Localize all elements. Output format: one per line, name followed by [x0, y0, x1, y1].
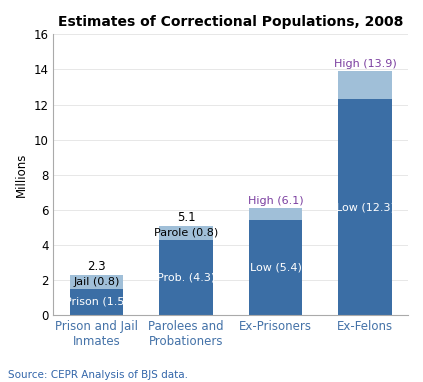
Bar: [338, 71, 392, 99]
Bar: [338, 99, 392, 315]
Text: Low (12.3): Low (12.3): [335, 202, 395, 212]
Bar: [249, 208, 302, 220]
Bar: [249, 220, 302, 315]
Text: Parole (0.8): Parole (0.8): [154, 228, 218, 238]
Bar: [159, 240, 213, 315]
Text: 2.3: 2.3: [87, 260, 106, 273]
Text: Source: CEPR Analysis of BJS data.: Source: CEPR Analysis of BJS data.: [8, 370, 189, 380]
Text: High (13.9): High (13.9): [334, 60, 396, 70]
Text: High (6.1): High (6.1): [247, 196, 303, 206]
Text: Jail (0.8): Jail (0.8): [73, 277, 120, 287]
Y-axis label: Millions: Millions: [15, 152, 28, 197]
Bar: [159, 225, 213, 240]
Text: 5.1: 5.1: [177, 211, 195, 224]
Text: Prison (1.5): Prison (1.5): [65, 297, 128, 307]
Bar: [69, 289, 123, 315]
Title: Estimates of Correctional Populations, 2008: Estimates of Correctional Populations, 2…: [58, 15, 404, 29]
Text: Prob. (4.3): Prob. (4.3): [157, 272, 215, 282]
Bar: [69, 275, 123, 289]
Text: Low (5.4): Low (5.4): [250, 263, 302, 273]
